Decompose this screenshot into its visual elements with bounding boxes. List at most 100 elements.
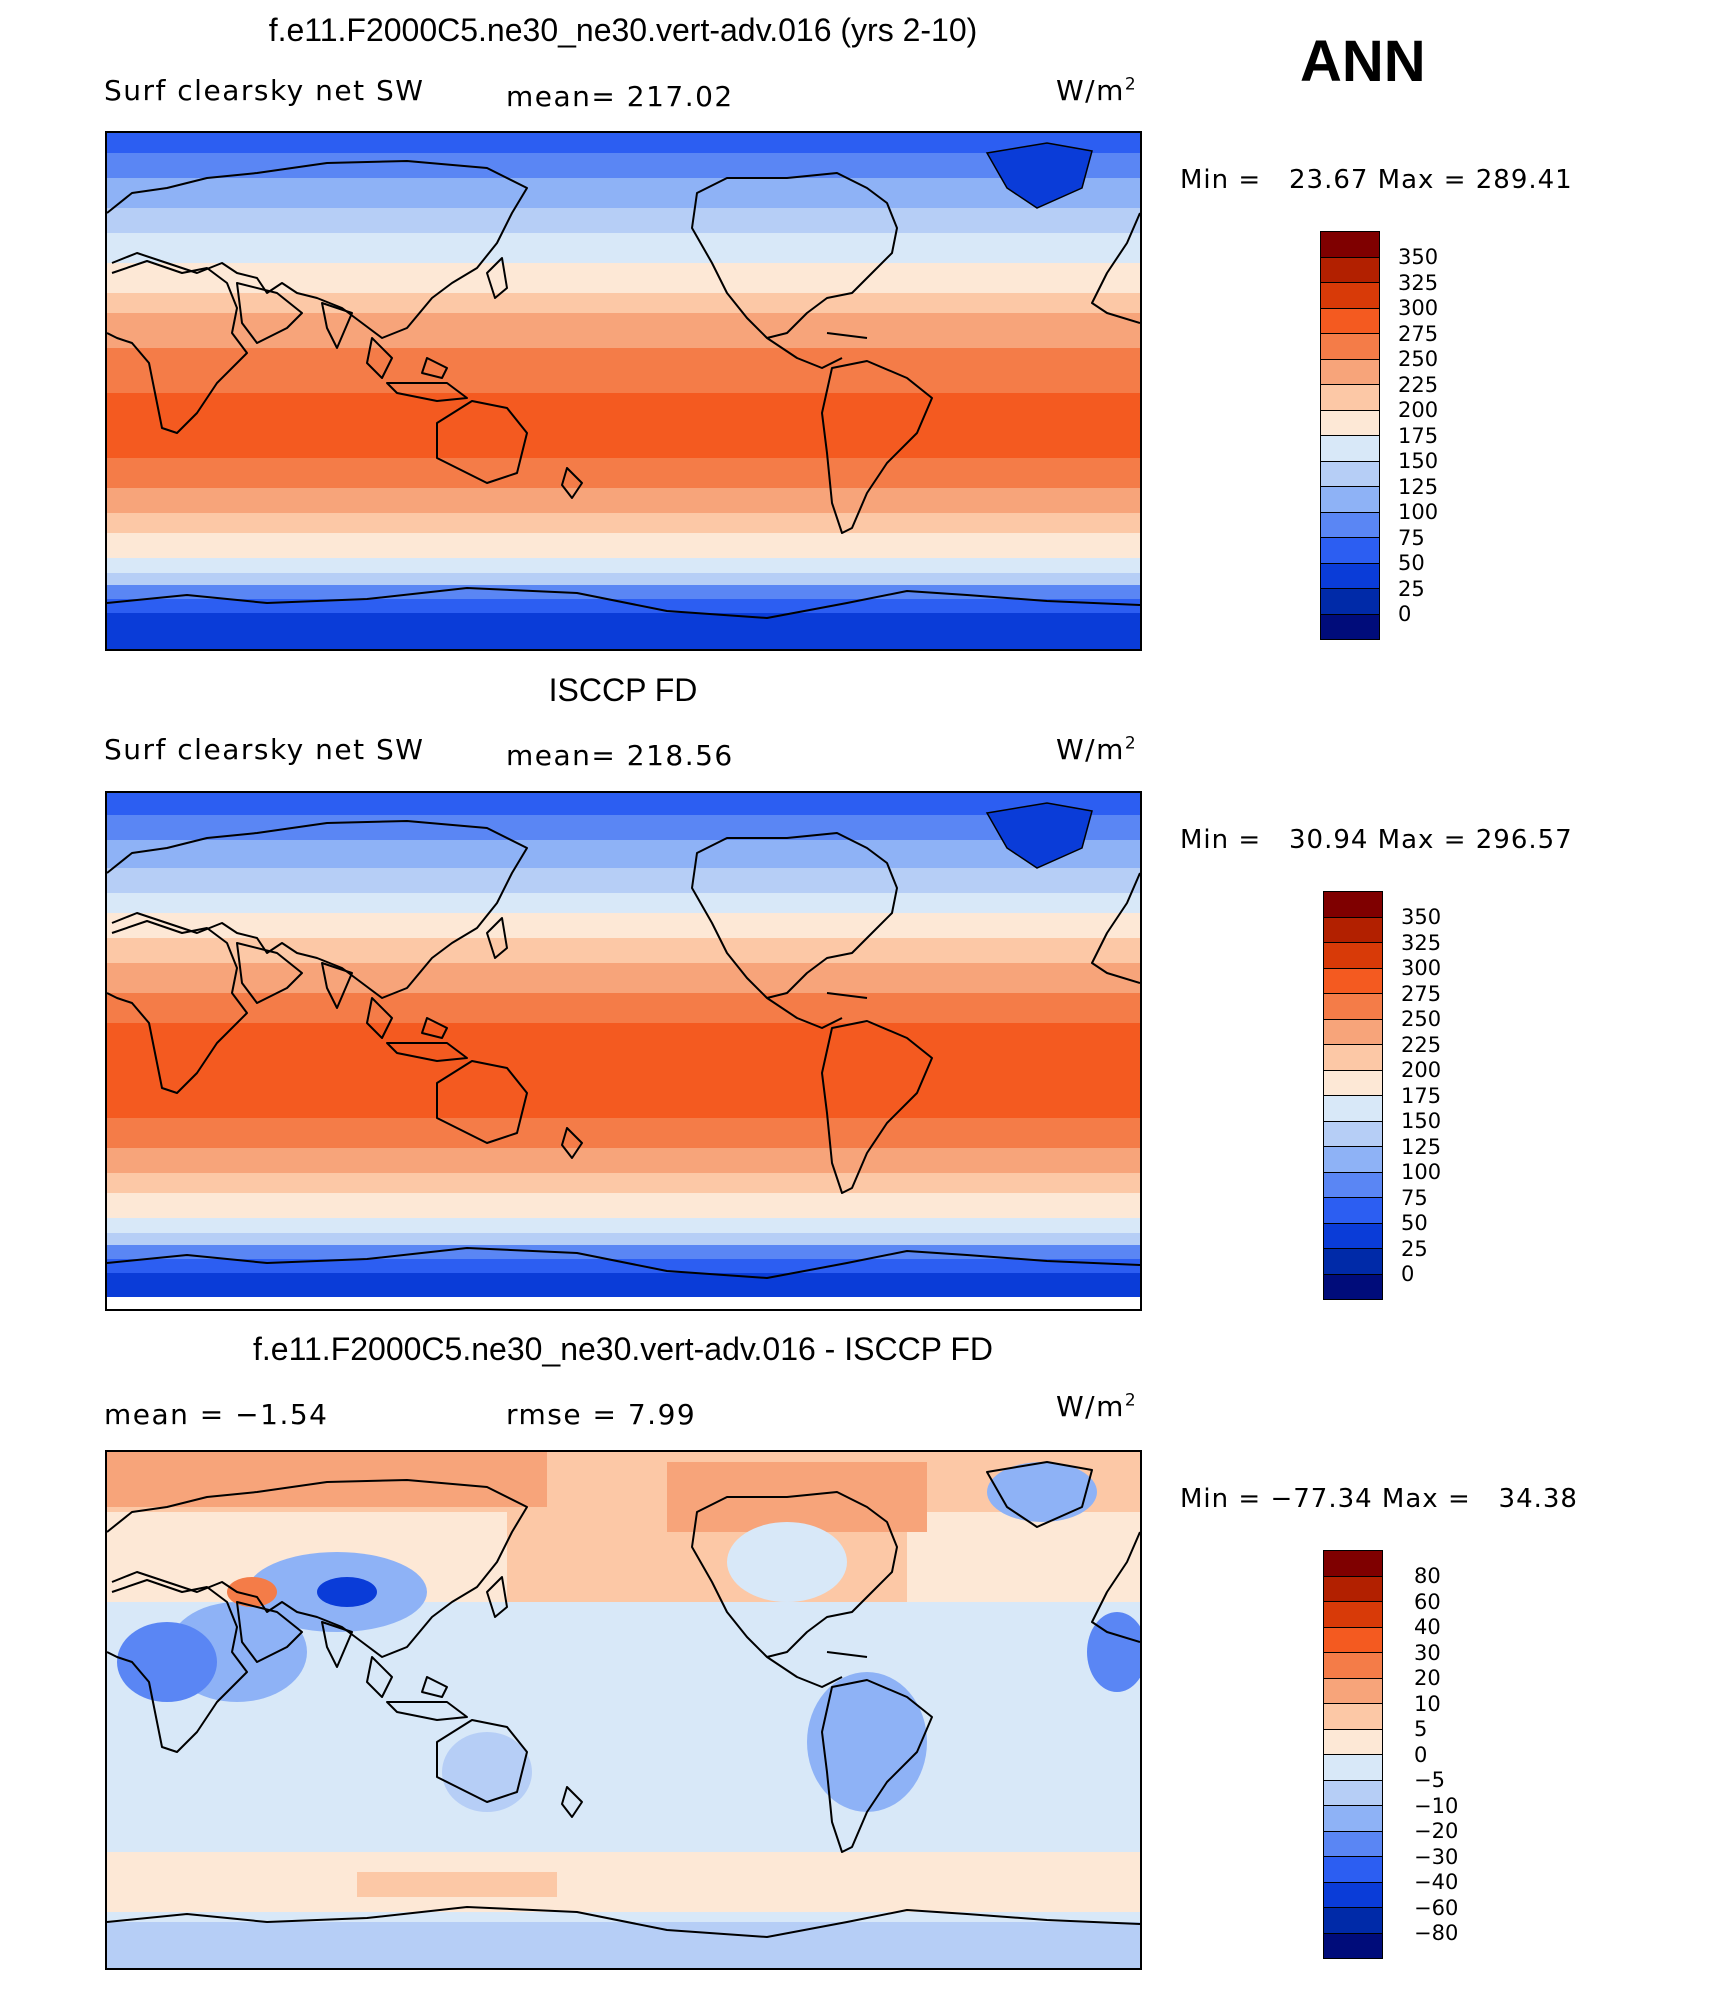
colorbar-tick-label: −40 [1414, 1870, 1459, 1894]
colorbar-swatch [1320, 231, 1380, 257]
colorbar-swatch [1320, 435, 1380, 461]
colorbar-tick-label: 25 [1401, 1236, 1428, 1261]
panel3-min-max: Min = −77.34 Max = 34.38 [1180, 1484, 1578, 1514]
colorbar-tick-label: −5 [1414, 1768, 1445, 1792]
panel3-units: W/m2 [1056, 1390, 1138, 1423]
colorbar-swatch [1323, 916, 1383, 942]
season-label: ANN [1300, 29, 1426, 94]
panel2-units: W/m2 [1056, 733, 1138, 766]
colorbar-swatch [1323, 1856, 1383, 1882]
colorbar-swatch [1323, 1044, 1383, 1070]
colorbar-tick-label: 40 [1414, 1615, 1441, 1639]
colorbar-swatch [1323, 1932, 1383, 1959]
colorbar-tick-label: 0 [1401, 1262, 1415, 1286]
colorbar-tick-label: 75 [1398, 525, 1425, 550]
colorbar-swatch [1323, 1754, 1383, 1780]
colorbar-tick-label: 50 [1401, 1211, 1428, 1235]
colorbar-tick-label: 300 [1401, 956, 1442, 980]
colorbar-swatch [1323, 1197, 1383, 1223]
colorbar-tick-label: 275 [1398, 321, 1439, 346]
colorbar-swatch [1320, 562, 1380, 588]
panel1-min-max: Min = 23.67 Max = 289.41 [1180, 165, 1573, 195]
colorbar-swatch [1320, 511, 1380, 537]
colorbar-tick-label: 250 [1401, 1007, 1442, 1031]
panel1-colorbar-labels: 350 325 300 275 250 225 200 175 150 125 100 75 50 25 0 [1398, 245, 1438, 628]
colorbar-tick-label: 225 [1398, 372, 1439, 397]
colorbar-swatch [1323, 1907, 1383, 1933]
colorbar-tick-label: 250 [1398, 347, 1439, 371]
colorbar-tick-label: −20 [1414, 1819, 1459, 1843]
colorbar-swatch [1320, 460, 1380, 486]
colorbar-swatch [1323, 1171, 1383, 1197]
colorbar-swatch [1320, 282, 1380, 308]
colorbar-swatch [1323, 1575, 1383, 1601]
colorbar-tick-label: −60 [1414, 1895, 1459, 1920]
colorbar-swatch [1323, 1881, 1383, 1907]
colorbar-tick-label: 350 [1401, 905, 1442, 929]
colorbar-tick-label: 100 [1401, 1160, 1442, 1184]
colorbar-swatch [1323, 1728, 1383, 1754]
panel3-rmse-label: rmse = 7.99 [506, 1398, 697, 1431]
colorbar-tick-label: 80 [1414, 1564, 1441, 1588]
colorbar-swatch [1323, 1146, 1383, 1172]
colorbar-swatch [1320, 333, 1380, 359]
panel1-title: f.e11.F2000C5.ne30_ne30.vert-adv.016 (yr… [268, 12, 978, 48]
colorbar-swatch [1320, 409, 1380, 435]
panel2-colorbar-labels: 350 325 300 275 250 225 200 175 150 125 100 75 50 25 0 [1401, 905, 1441, 1288]
colorbar-tick-label: 150 [1398, 449, 1439, 473]
colorbar-swatch [1320, 588, 1380, 614]
colorbar-tick-label: 75 [1401, 1185, 1428, 1210]
colorbar-tick-label: 275 [1401, 981, 1442, 1006]
colorbar-tick-label: −30 [1414, 1844, 1459, 1869]
colorbar-swatch [1320, 256, 1380, 282]
panel3-title: f.e11.F2000C5.ne30_ne30.vert-adv.016 - I… [253, 1331, 993, 1367]
colorbar-swatch [1320, 358, 1380, 384]
colorbar-swatch [1323, 993, 1383, 1019]
colorbar-swatch [1323, 1120, 1383, 1146]
panel3-map [105, 1450, 1142, 1970]
colorbar-swatch [1323, 1550, 1383, 1576]
panel1-units: W/m2 [1056, 74, 1138, 107]
colorbar-swatch [1323, 1805, 1383, 1831]
colorbar-swatch [1323, 942, 1383, 968]
colorbar-tick-label: 175 [1401, 1083, 1442, 1108]
colorbar-tick-label: −10 [1414, 1793, 1459, 1818]
colorbar-swatch [1323, 1095, 1383, 1121]
colorbar-swatch [1323, 1248, 1383, 1274]
colorbar-swatch [1323, 1703, 1383, 1729]
colorbar-swatch [1323, 1601, 1383, 1627]
panel3-colorbar [1323, 1550, 1383, 1959]
colorbar-tick-label: 100 [1398, 500, 1439, 524]
panel2-map [105, 791, 1142, 1311]
panel2-min-max: Min = 30.94 Max = 296.57 [1180, 825, 1573, 855]
colorbar-swatch [1323, 1677, 1383, 1703]
colorbar-swatch [1320, 537, 1380, 563]
panel1-variable-label: Surf clearsky net SW [104, 74, 425, 107]
colorbar-swatch [1323, 891, 1383, 917]
panel2-colorbar [1323, 891, 1383, 1300]
colorbar-swatch [1323, 1222, 1383, 1248]
panel2-title: ISCCP FD [548, 672, 698, 708]
colorbar-swatch [1323, 1652, 1383, 1678]
colorbar-tick-label: 0 [1398, 602, 1412, 626]
panel2-mean-label: mean= 218.56 [506, 739, 734, 772]
panel1-colorbar [1320, 231, 1380, 640]
colorbar-swatch [1320, 384, 1380, 410]
colorbar-tick-label: 50 [1398, 551, 1425, 575]
colorbar-tick-label: 150 [1401, 1109, 1442, 1133]
colorbar-swatch [1323, 1018, 1383, 1044]
colorbar-tick-label: 5 [1414, 1717, 1428, 1741]
colorbar-swatch [1320, 307, 1380, 333]
colorbar-tick-label: 200 [1398, 398, 1439, 422]
colorbar-tick-label: 10 [1414, 1691, 1441, 1716]
panel2-variable-label: Surf clearsky net SW [104, 733, 425, 766]
colorbar-swatch [1323, 1779, 1383, 1805]
colorbar-tick-label: −80 [1414, 1921, 1459, 1945]
colorbar-swatch [1323, 1830, 1383, 1856]
colorbar-tick-label: 300 [1398, 296, 1439, 320]
colorbar-tick-label: 0 [1414, 1742, 1428, 1767]
colorbar-tick-label: 125 [1398, 474, 1439, 499]
colorbar-tick-label: 325 [1401, 930, 1442, 955]
colorbar-tick-label: 225 [1401, 1032, 1442, 1057]
colorbar-tick-label: 350 [1398, 245, 1439, 269]
